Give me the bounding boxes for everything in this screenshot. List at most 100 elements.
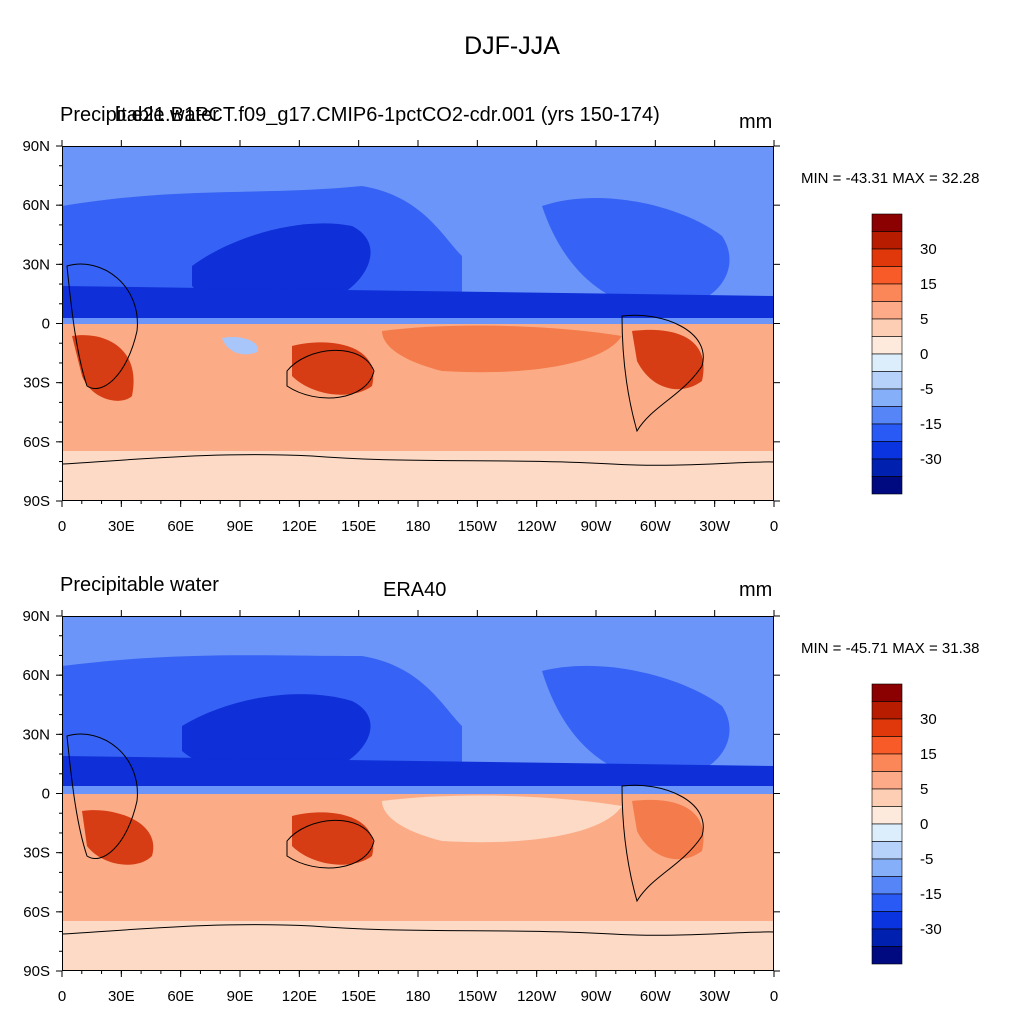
colorbar-swatch bbox=[871, 336, 903, 355]
panel2-stats: MIN = -45.71 MAX = 31.38 bbox=[801, 640, 980, 657]
colorbar-swatch bbox=[871, 893, 903, 912]
colorbar-swatch bbox=[871, 406, 903, 425]
colorbar-label: -15 bbox=[920, 886, 942, 903]
colorbar-swatch bbox=[871, 701, 903, 720]
colorbar-swatch bbox=[871, 266, 903, 285]
colorbar-swatch bbox=[871, 318, 903, 337]
map-blob-samerica bbox=[632, 329, 704, 390]
lat-tick-label: 90S bbox=[23, 963, 50, 980]
panel2-left-title: Precipitable water bbox=[60, 574, 219, 596]
colorbar-label: -5 bbox=[920, 851, 933, 868]
map-blob-asia-core bbox=[192, 223, 371, 310]
colorbar-swatch bbox=[871, 476, 903, 495]
colorbar-swatch bbox=[871, 718, 903, 737]
colorbar-label: 0 bbox=[920, 816, 928, 833]
map-blob-pacific bbox=[382, 325, 622, 373]
lon-tick-label: 0 bbox=[770, 988, 778, 1005]
colorbar-swatch bbox=[871, 388, 903, 407]
map-coast-australia bbox=[286, 349, 375, 399]
figure-title: DJF-JJA bbox=[464, 32, 560, 60]
lon-tick-label: 90E bbox=[227, 988, 254, 1005]
colorbar-swatch bbox=[871, 231, 903, 250]
colorbar-label: -30 bbox=[920, 451, 942, 468]
lon-tick-label: 60W bbox=[640, 518, 672, 535]
colorbar-swatch bbox=[871, 823, 903, 842]
colorbar-label: -15 bbox=[920, 416, 942, 433]
colorbar-swatch bbox=[871, 736, 903, 755]
map-coast-africa bbox=[66, 263, 138, 389]
lon-tick-label: 30W bbox=[699, 988, 731, 1005]
lon-tick-label: 150E bbox=[341, 988, 376, 1005]
colorbar-swatch bbox=[871, 248, 903, 267]
map-band-polar-south bbox=[62, 451, 774, 501]
lon-tick-label: 90W bbox=[581, 518, 613, 535]
map-blob-pacific bbox=[382, 795, 622, 843]
map-blob-namerica bbox=[542, 197, 730, 311]
colorbar-swatch bbox=[871, 858, 903, 877]
lon-tick-label: 150E bbox=[341, 518, 376, 535]
map-blob-namerica bbox=[542, 665, 730, 781]
colorbar-swatch bbox=[871, 771, 903, 790]
lon-tick-label: 0 bbox=[58, 518, 66, 535]
panel1-center-title: b.e21.B1PCT.f09_g17.CMIP6-1pctCO2-cdr.00… bbox=[115, 104, 660, 126]
colorbar-swatch bbox=[871, 841, 903, 860]
map-blob-tropical-north bbox=[62, 756, 774, 786]
map-blob-africa bbox=[72, 335, 134, 401]
map-blob-tropical-north bbox=[62, 286, 774, 318]
colorbar-swatch bbox=[871, 301, 903, 320]
lon-tick-label: 30E bbox=[108, 988, 135, 1005]
colorbar-label: 15 bbox=[920, 276, 937, 293]
map-blob-africa bbox=[82, 810, 154, 865]
map-coast-samerica bbox=[621, 314, 704, 433]
lon-tick-label: 30E bbox=[108, 518, 135, 535]
lon-tick-label: 150W bbox=[458, 988, 498, 1005]
colorbar-label: 30 bbox=[920, 711, 937, 728]
map-coast-samerica bbox=[621, 784, 704, 903]
map-panel-model bbox=[62, 146, 774, 501]
lat-tick-label: 30N bbox=[22, 256, 50, 273]
map-coast-antarctica bbox=[62, 454, 774, 466]
lon-tick-label: 0 bbox=[58, 988, 66, 1005]
map-blob-asia-core bbox=[182, 694, 371, 779]
colorbar-swatch bbox=[871, 876, 903, 895]
map-band-arctic bbox=[62, 616, 774, 641]
map-blob-australia bbox=[292, 812, 374, 865]
lat-tick-label: 60N bbox=[22, 667, 50, 684]
map-blob-australia bbox=[292, 342, 374, 395]
map-band-polar-south bbox=[62, 921, 774, 971]
colorbar-swatch bbox=[871, 806, 903, 825]
lon-tick-label: 0 bbox=[770, 518, 778, 535]
lat-tick-label: 0 bbox=[42, 316, 50, 333]
lat-tick-label: 0 bbox=[42, 786, 50, 803]
lat-tick-label: 90S bbox=[23, 493, 50, 510]
map-blob-indian-ocean bbox=[222, 336, 258, 355]
colorbar-swatch bbox=[871, 441, 903, 460]
colorbar-swatch bbox=[871, 753, 903, 772]
lon-tick-label: 120E bbox=[282, 988, 317, 1005]
colorbar-label: 15 bbox=[920, 746, 937, 763]
panel1-stats: MIN = -43.31 MAX = 32.28 bbox=[801, 170, 980, 187]
panel1-units: mm bbox=[739, 111, 773, 133]
panel1-left-title: Precipitable water bbox=[60, 104, 219, 126]
colorbar-swatch bbox=[871, 788, 903, 807]
map-coast-australia bbox=[286, 819, 375, 869]
colorbar-label: 30 bbox=[920, 241, 937, 258]
colorbar-label: 5 bbox=[920, 781, 928, 798]
colorbar-swatch bbox=[871, 458, 903, 477]
colorbar-swatch bbox=[871, 283, 903, 302]
lon-tick-label: 180 bbox=[405, 518, 430, 535]
map-band-arctic bbox=[62, 146, 774, 171]
panel2-center-title: ERA40 bbox=[383, 579, 447, 601]
lon-tick-label: 150W bbox=[458, 518, 498, 535]
map-blob-samerica bbox=[632, 799, 704, 860]
lon-tick-label: 90E bbox=[227, 518, 254, 535]
map-coast-antarctica bbox=[62, 924, 774, 936]
colorbar-label: 0 bbox=[920, 346, 928, 363]
colorbar-swatch bbox=[871, 371, 903, 390]
lat-tick-label: 60S bbox=[23, 434, 50, 451]
colorbar-label: -30 bbox=[920, 921, 942, 938]
lon-tick-label: 120W bbox=[517, 988, 557, 1005]
colorbar-swatch bbox=[871, 946, 903, 965]
colorbar-swatch bbox=[871, 928, 903, 947]
